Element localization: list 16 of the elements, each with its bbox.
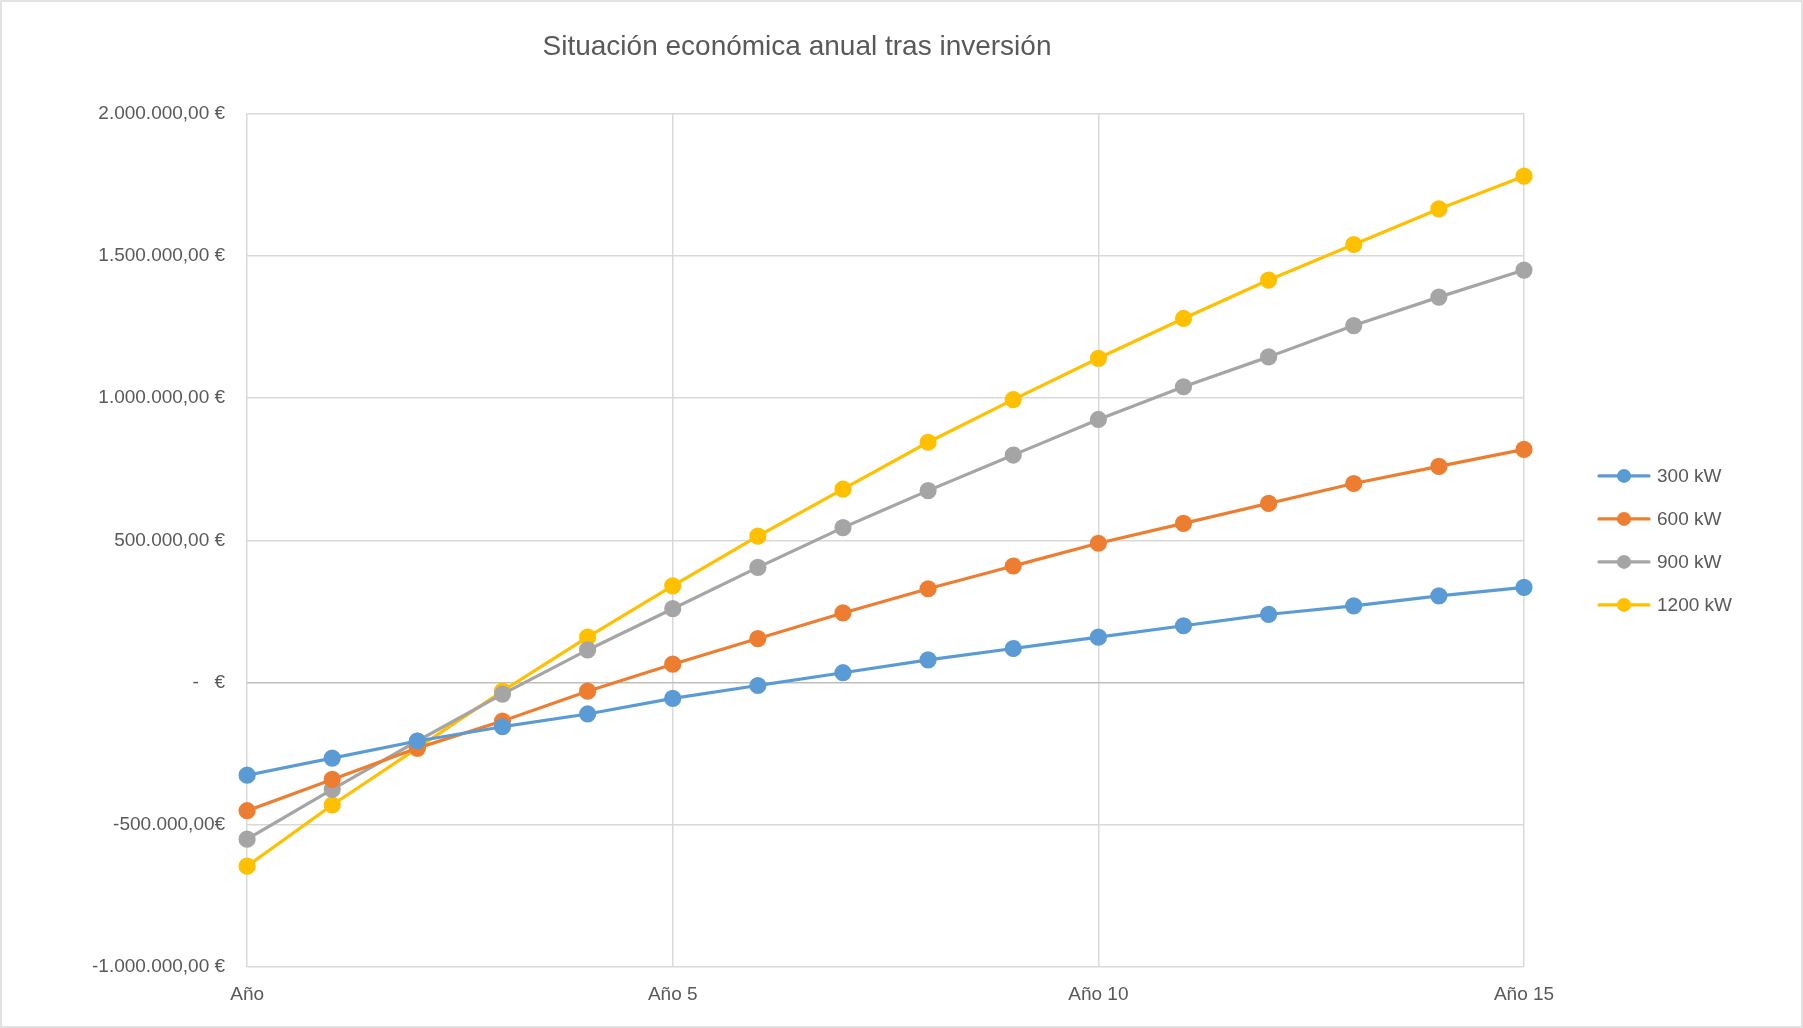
x-tick-label: Año 15 bbox=[1493, 982, 1555, 1004]
y-tick-label: - € bbox=[192, 670, 226, 692]
x-tick-label: Año 10 bbox=[1068, 982, 1129, 1004]
x-tick-label: Año 5 bbox=[647, 982, 698, 1004]
x-tick-label: Año bbox=[230, 982, 265, 1004]
legend-label: 300 kW bbox=[1657, 465, 1722, 487]
y-tick-label: -500.000,00€ bbox=[113, 813, 226, 835]
y-tick-label: -1.000.000,00 € bbox=[91, 955, 226, 977]
legend-label: 1200 kW bbox=[1657, 594, 1733, 616]
legend-label: 600 kW bbox=[1657, 508, 1722, 530]
y-tick-label: 1.000.000,00 € bbox=[98, 386, 226, 408]
y-tick-label: 1.500.000,00 € bbox=[98, 244, 226, 266]
y-tick-label: 500.000,00 € bbox=[114, 528, 226, 550]
legend-label: 900 kW bbox=[1657, 551, 1722, 573]
y-tick-label: 2.000.000,00 € bbox=[98, 101, 226, 123]
chart-title: Situación económica anual tras inversión bbox=[542, 29, 1052, 61]
